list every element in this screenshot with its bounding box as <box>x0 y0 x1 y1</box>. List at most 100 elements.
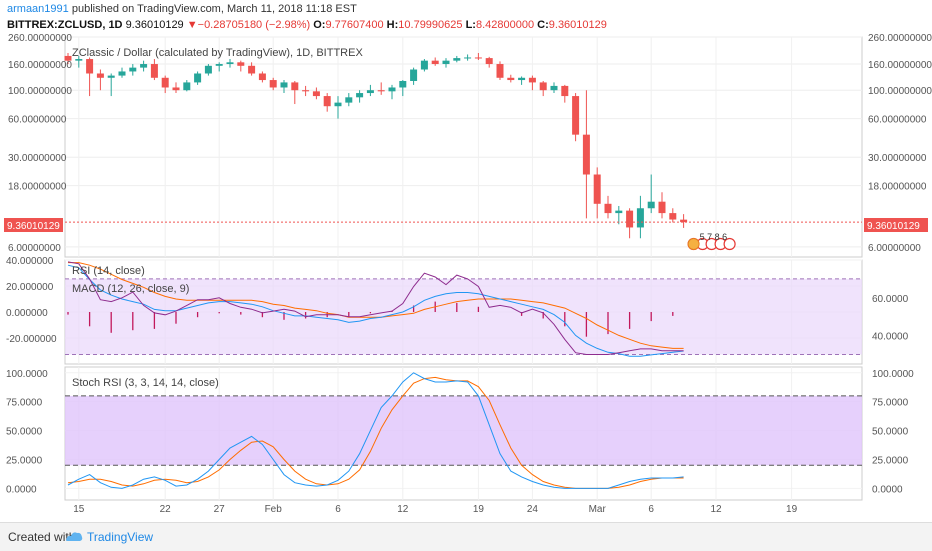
high-value: 10.79990625 <box>398 19 463 31</box>
candle-body <box>485 58 493 65</box>
open-value: 9.77607400 <box>325 19 384 31</box>
candle-body <box>550 85 558 91</box>
macd-line <box>67 264 684 357</box>
candle-body <box>366 90 374 94</box>
time-tick-label: 12 <box>397 504 409 515</box>
price-tick-left: 60.00000000 <box>8 115 67 126</box>
macd-signal-line <box>68 262 684 349</box>
candle-body <box>194 73 202 83</box>
publisher-name[interactable]: armaan1991 <box>7 3 69 15</box>
price-tick-left: 100.00000000 <box>8 86 72 97</box>
stoch-tick-left: 75.0000 <box>6 398 43 409</box>
candle-body <box>215 64 223 66</box>
macd-tick-left: 20.000000 <box>6 282 54 293</box>
candle-body <box>107 75 115 78</box>
price-change: −0.28705180 (−2.98%) <box>197 19 311 31</box>
event-markers[interactable]: 5 7 8 6 <box>687 232 736 251</box>
tradingview-logo-icon[interactable] <box>64 529 84 546</box>
candle-body <box>86 59 94 74</box>
current-price-tag-left-text: 9.36010129 <box>7 221 60 232</box>
candle-body <box>323 96 331 107</box>
time-tick-label: 19 <box>786 504 798 515</box>
stoch-band <box>65 395 862 466</box>
time-tick-label: 27 <box>214 504 226 515</box>
candle-body <box>615 210 623 214</box>
candle-body <box>183 82 191 91</box>
candle-body <box>669 213 677 220</box>
candle-body <box>334 102 342 107</box>
stoch-tick-left: 25.0000 <box>6 456 43 467</box>
candle-body <box>647 201 655 209</box>
down-arrow-icon: ▼ <box>186 19 198 31</box>
stoch-tick-right: 0.0000 <box>872 484 903 495</box>
price-tick-left: 18.00000000 <box>8 182 67 193</box>
price-tick-right: 100.00000000 <box>868 86 932 97</box>
current-price-tag-right-text: 9.36010129 <box>867 221 920 232</box>
stoch-k-line <box>67 372 684 489</box>
candle-body <box>226 62 234 65</box>
chart-canvas[interactable]: 5 7 8 6 260.00000000 260.00000000 160.0000… <box>0 0 932 522</box>
axis-labels: 260.00000000 260.00000000 160.00000000 160.… <box>6 33 932 515</box>
rsi-tick-right: 60.0000 <box>872 294 909 305</box>
time-tick-label: Mar <box>589 504 607 515</box>
candle-body <box>64 55 72 61</box>
candle-body <box>604 203 612 214</box>
current-price-tag-right <box>864 218 928 232</box>
candle-body <box>507 77 515 81</box>
time-tick-label: 24 <box>527 504 539 515</box>
price-tick-right: 160.00000000 <box>868 60 932 71</box>
candlesticks <box>64 53 688 239</box>
time-tick-label: 12 <box>710 504 722 515</box>
last-price: 9.36010129 <box>125 19 184 31</box>
candle-body <box>572 96 580 135</box>
current-price-tag-left <box>4 218 63 232</box>
stoch-tick-right: 50.0000 <box>872 427 909 438</box>
open-label: O: <box>313 19 326 31</box>
candle-body <box>237 62 245 66</box>
low-value: 8.42800000 <box>475 19 535 31</box>
candle-body <box>140 64 148 68</box>
price-tick-left: 6.00000000 <box>8 243 61 254</box>
candle-body <box>410 69 418 81</box>
candle-body <box>312 91 320 97</box>
candle-body <box>118 71 126 76</box>
main-pane-title: ZClassic / Dollar (calculated by Trading… <box>72 47 363 59</box>
time-tick-label: 6 <box>335 504 341 515</box>
stoch-tick-left: 100.0000 <box>6 369 48 380</box>
event-marker-icon <box>723 237 736 251</box>
stoch-tick-left: 50.0000 <box>6 427 43 438</box>
candle-body <box>75 59 83 61</box>
candle-body <box>636 208 644 228</box>
price-tick-right: 60.00000000 <box>868 115 927 126</box>
candle-body <box>626 210 634 228</box>
price-pane[interactable] <box>64 36 863 258</box>
candle-body <box>680 219 688 223</box>
stoch-tick-right: 75.0000 <box>872 398 909 409</box>
rsi-tick-right: 40.0000 <box>872 332 909 343</box>
candle-body <box>291 82 299 91</box>
candle-body <box>129 67 137 72</box>
footer-bar: Created with TradingView <box>0 522 932 551</box>
time-tick-label: 22 <box>160 504 172 515</box>
rsi-legend: RSI (14, close) <box>72 265 145 277</box>
time-tick-label: 15 <box>73 504 85 515</box>
tradingview-brand-link[interactable]: TradingView <box>87 530 154 544</box>
price-tick-left: 160.00000000 <box>8 60 72 71</box>
candle-body <box>345 97 353 103</box>
high-label: H: <box>386 19 399 31</box>
event-count-label: 5 7 8 6 <box>700 232 728 242</box>
candle-body <box>150 64 158 78</box>
time-tick-label: 19 <box>473 504 485 515</box>
publish-info: armaan1991 published on TradingView.com,… <box>7 3 357 15</box>
candle-body <box>377 90 385 92</box>
candle-body <box>658 201 666 214</box>
rsi-line <box>67 261 684 355</box>
candle-body <box>356 93 364 98</box>
candle-body <box>431 60 439 65</box>
candle-body <box>464 57 472 59</box>
close-label: C: <box>537 19 549 31</box>
dividend-marker-icon <box>687 238 700 250</box>
symbol-info-line: BITTREX:ZCLUSD, 1D 9.36010129 ▼−0.287051… <box>7 19 607 31</box>
candle-body <box>474 57 482 59</box>
symbol-name: BITTREX:ZCLUSD, 1D <box>7 19 123 31</box>
